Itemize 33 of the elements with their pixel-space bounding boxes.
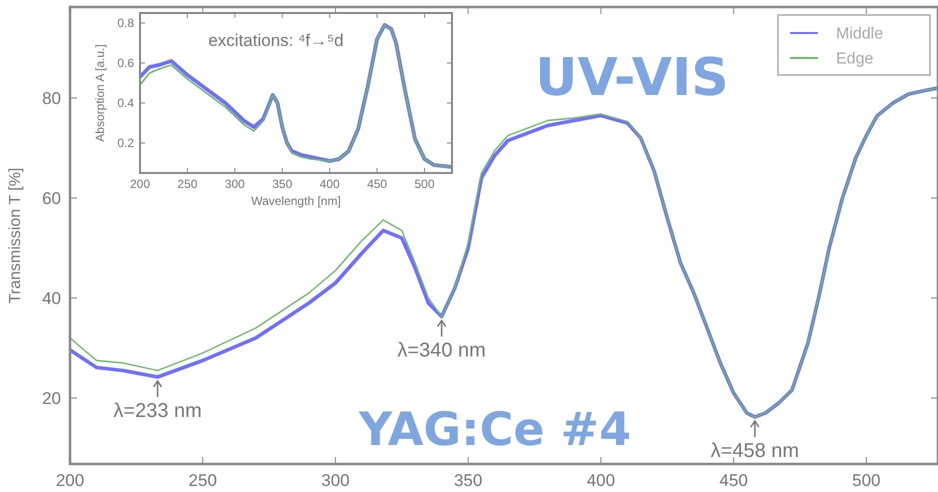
x-tick-label: 500 [414,177,435,191]
x-tick-label: 200 [130,177,150,191]
annotation: λ=340 nm [397,340,486,362]
x-tick-label: 400 [586,471,616,490]
annotation: λ=458 nm [710,440,800,462]
legend-label: Middle [836,26,884,43]
x-tick-label: 250 [177,177,198,191]
legend-label: Edge [836,50,874,68]
y-tick-label: 20 [42,388,61,408]
x-tick-label: 250 [188,471,217,490]
x-axis-title: Wavelength [nm] [251,194,341,208]
x-tick-label: 350 [454,471,482,490]
y-tick-label: 0.2 [117,136,134,150]
x-tick-label: 450 [367,177,388,191]
y-tick-label: 80 [42,88,61,108]
annotation: λ=233 nm [113,400,202,422]
y-tick-label: 0.4 [117,96,134,110]
annotation: YAG:Ce #4 [358,402,632,456]
annotation: excitations: ⁴f→⁵d [208,31,344,50]
x-tick-label: 450 [719,471,748,490]
y-tick-label: 0.6 [117,56,134,70]
x-tick-label: 300 [321,471,350,490]
y-axis-title: Transmission T [%] [7,168,24,304]
y-tick-label: 0.8 [117,16,134,30]
x-tick-label: 500 [852,471,881,490]
y-axis-title: Absorption A [a.u.] [93,44,107,142]
x-tick-label: 200 [56,471,84,490]
x-tick-label: 300 [224,177,246,191]
annotation: UV-VIS [535,48,729,108]
y-tick-label: 40 [42,288,61,308]
x-tick-label: 350 [272,177,293,191]
x-tick-label: 400 [320,177,340,191]
y-tick-label: 60 [42,188,61,208]
